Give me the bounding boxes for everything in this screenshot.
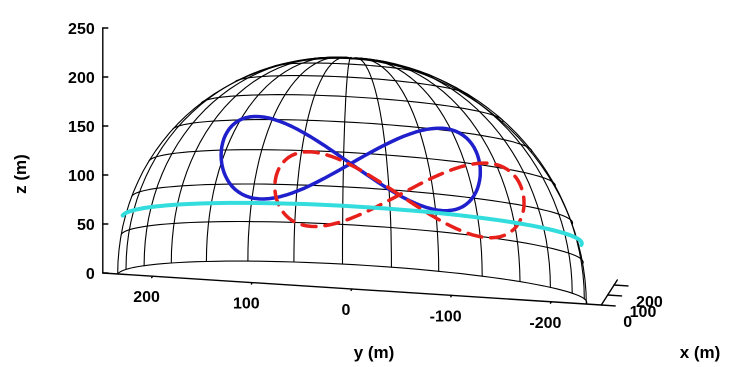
y-tick-mark bbox=[151, 275, 154, 279]
dome-meridian bbox=[170, 56, 353, 264]
x-tick-mark bbox=[600, 304, 616, 307]
z-axis-label: z (m) bbox=[11, 154, 30, 194]
y-tick-label: 200 bbox=[133, 289, 160, 306]
dome-meridian bbox=[125, 57, 353, 270]
series-line-2 bbox=[120, 200, 584, 247]
z-tick-label: 250 bbox=[68, 21, 95, 38]
axes-box bbox=[102, 27, 618, 306]
dome-meridian bbox=[351, 57, 392, 268]
z-tick-label: 0 bbox=[86, 266, 95, 283]
dome-parallel bbox=[117, 260, 588, 305]
dome-meridian bbox=[351, 57, 440, 272]
y-tick-mark bbox=[350, 288, 353, 292]
x-tick-label: 100 bbox=[630, 304, 657, 321]
y-axis-label: y (m) bbox=[354, 343, 395, 362]
x-axis-label: x (m) bbox=[680, 343, 721, 362]
y-tick-mark bbox=[549, 301, 553, 304]
z-tick-label: 150 bbox=[68, 119, 95, 136]
z-tick-label: 200 bbox=[68, 70, 95, 87]
series-line-1 bbox=[273, 150, 526, 240]
dome-parallel bbox=[171, 119, 533, 154]
x-tick-label: 0 bbox=[623, 314, 632, 331]
y-tick-mark bbox=[250, 281, 253, 285]
x-tick-label: 200 bbox=[636, 294, 663, 311]
dome-meridian bbox=[351, 58, 521, 283]
dome-meridian bbox=[351, 58, 587, 305]
x-tick-mark bbox=[606, 294, 623, 297]
dome-parallel bbox=[148, 149, 556, 188]
z-tick-label: 50 bbox=[77, 217, 95, 234]
series-layer bbox=[120, 114, 584, 247]
x-axis-line bbox=[600, 279, 618, 306]
z-tick-label: 100 bbox=[68, 168, 95, 185]
y-tick-label: 100 bbox=[233, 296, 260, 313]
y-tick-label: -100 bbox=[430, 308, 462, 325]
dome-parallel bbox=[120, 220, 584, 265]
hemisphere-mesh bbox=[117, 56, 588, 305]
y-tick-label: 0 bbox=[342, 302, 351, 319]
dome-parallel bbox=[200, 94, 504, 123]
dome-meridian bbox=[205, 56, 353, 263]
dome-parallel bbox=[131, 183, 574, 225]
dome-meridian bbox=[351, 58, 551, 288]
y-tick-label: -200 bbox=[529, 315, 561, 332]
y-tick-mark bbox=[450, 294, 453, 298]
x-tick-mark bbox=[613, 284, 629, 287]
